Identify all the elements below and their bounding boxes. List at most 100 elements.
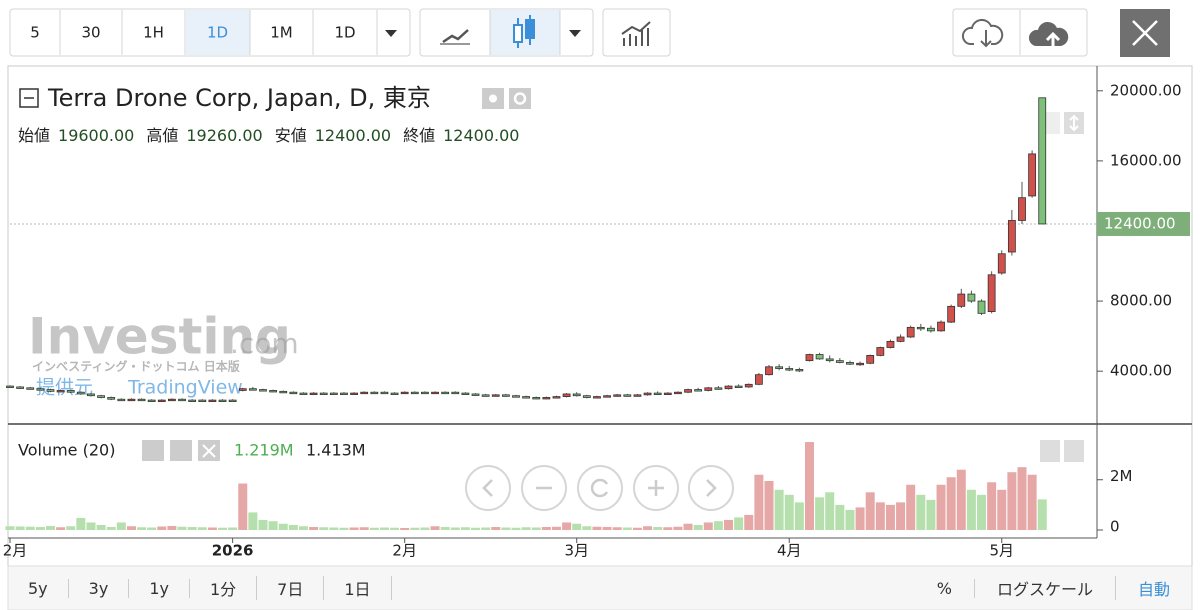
volume-bar	[774, 489, 784, 530]
interval-button[interactable]: 1H	[143, 24, 164, 42]
nav-reset[interactable]	[577, 465, 623, 511]
interval-button[interactable]: 30	[81, 24, 100, 42]
candle-body	[1028, 153, 1037, 197]
candle-body	[795, 369, 804, 372]
volume-bar	[713, 521, 723, 530]
volume-bar	[896, 502, 906, 530]
volume-bar	[804, 442, 814, 530]
volume-bar	[926, 499, 936, 530]
candle-body	[421, 391, 429, 395]
candle-body	[927, 327, 935, 332]
line-icon[interactable]	[442, 29, 469, 44]
candle-body	[977, 300, 986, 314]
range-button[interactable]: 7日	[257, 576, 325, 600]
x-tick-label: 3月	[564, 542, 589, 560]
option-button[interactable]: %	[915, 578, 975, 598]
gear-icon[interactable]	[170, 440, 192, 461]
candle-body	[471, 393, 480, 396]
interval-button[interactable]: 1M	[270, 24, 293, 42]
volume-bar	[309, 526, 319, 530]
candle-body	[724, 385, 733, 390]
candle-body	[501, 394, 510, 397]
candle-body	[704, 387, 713, 391]
candle-body	[987, 274, 996, 312]
volume-bar	[906, 484, 916, 530]
candle-body	[26, 387, 35, 390]
collapse-icon[interactable]	[19, 88, 39, 108]
indicator-icon[interactable]	[621, 21, 651, 46]
nav-left[interactable]	[465, 465, 511, 511]
ohlc-value: 19600.00	[58, 126, 135, 145]
candle-body	[674, 391, 682, 395]
range-button[interactable]: 1日	[324, 576, 392, 600]
volume-bar	[288, 524, 298, 530]
candle-body	[16, 386, 25, 389]
volume-bar	[15, 526, 25, 530]
volume-bar	[673, 526, 683, 530]
gear-icon[interactable]	[509, 88, 531, 109]
cloud-upload-icon[interactable]	[1028, 21, 1069, 48]
interval-button[interactable]: 1D	[207, 24, 228, 42]
interval-button[interactable]: 1D	[334, 24, 355, 42]
nav-right[interactable]	[688, 465, 734, 511]
scale-icon[interactable]	[1040, 440, 1060, 462]
volume-bar	[501, 527, 511, 530]
range-button[interactable]: 1分	[190, 576, 258, 600]
candle-body	[137, 398, 146, 402]
x-tick-label: 2月	[3, 542, 28, 560]
ohlc-label: 始値	[18, 126, 51, 145]
option-button[interactable]: ログスケール	[975, 576, 1116, 600]
volume-bar	[875, 502, 885, 530]
volume-bar	[987, 482, 997, 530]
eye-icon[interactable]	[142, 440, 164, 461]
volume-bar	[430, 526, 440, 530]
ohlc-label: 安値	[274, 126, 307, 145]
volume-bar	[167, 525, 177, 530]
candle-body	[967, 293, 976, 302]
option-button[interactable]: 自動	[1137, 580, 1170, 599]
y2-tick-label: 0	[1110, 518, 1120, 536]
navigation	[465, 465, 734, 511]
volume-bar	[531, 527, 541, 530]
candle-body	[846, 362, 854, 365]
volume-bar	[440, 526, 450, 530]
volume-bar	[936, 484, 946, 530]
volume-bar	[379, 527, 389, 530]
indicator-button[interactable]	[602, 8, 671, 57]
candle-body	[572, 393, 581, 397]
volume-bar	[218, 527, 228, 530]
candle-body	[289, 391, 298, 395]
dropdown-arrow[interactable]	[569, 30, 581, 37]
x-tick-label: 4月	[777, 542, 802, 560]
candle-body	[269, 390, 278, 393]
candle-icon[interactable]	[513, 15, 535, 48]
candle-body	[66, 390, 75, 393]
candle-body	[208, 399, 217, 402]
candle-body	[441, 391, 450, 395]
candle-body	[805, 354, 814, 362]
close-icon	[1132, 20, 1158, 46]
volume-bar	[724, 519, 734, 530]
scale-icon[interactable]	[1064, 440, 1084, 462]
range-button[interactable]: 3y	[69, 578, 130, 598]
candle-body	[876, 347, 885, 356]
provider-link[interactable]: TradingView	[127, 377, 243, 399]
volume-bar	[329, 527, 339, 530]
ohlc-label: 高値	[146, 126, 179, 145]
volume-bar	[268, 521, 278, 530]
ohlc-value: 19260.00	[186, 126, 263, 145]
candle-body	[714, 387, 723, 390]
volume-bar	[835, 504, 845, 530]
interval-button[interactable]: 5	[30, 24, 40, 42]
cloud-download-icon[interactable]	[961, 18, 1004, 48]
dropdown-arrow[interactable]	[385, 30, 397, 37]
candle-body	[46, 389, 55, 392]
range-button[interactable]: 5y	[8, 578, 69, 598]
candle-body	[663, 392, 672, 395]
y-tick-label: 8000.00	[1110, 292, 1172, 310]
range-button[interactable]: 1y	[129, 578, 190, 598]
candle-body	[643, 392, 652, 396]
volume-bar	[764, 481, 774, 530]
candle-body	[694, 389, 703, 392]
candle-body	[744, 383, 753, 388]
